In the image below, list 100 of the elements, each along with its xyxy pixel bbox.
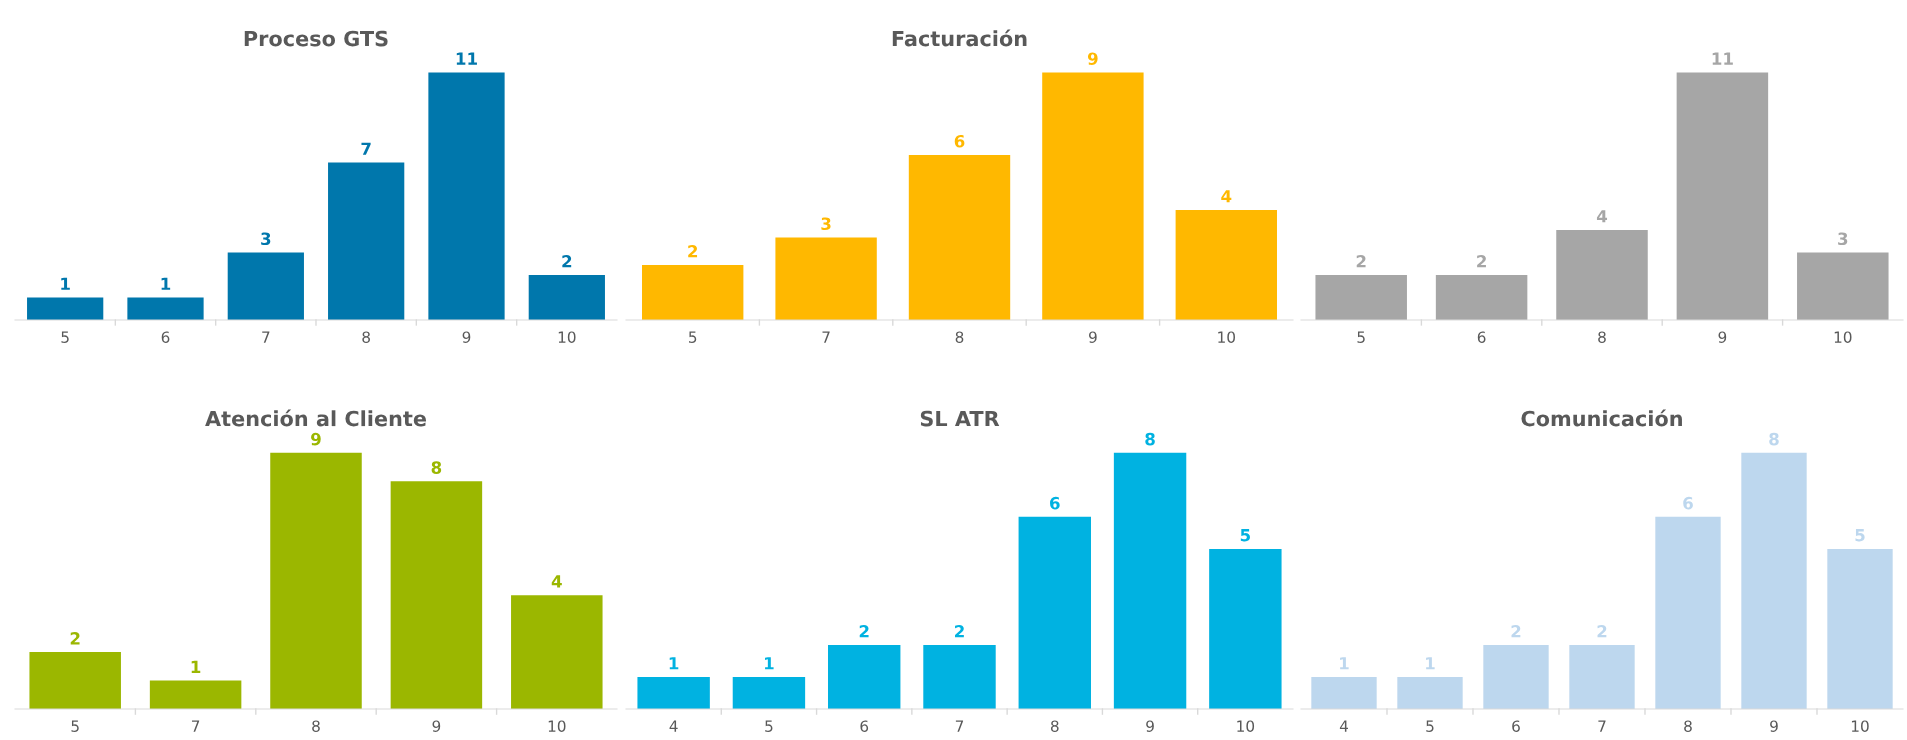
chart-title: SL ATR xyxy=(920,410,1000,427)
bar xyxy=(1797,252,1889,320)
bar xyxy=(1018,516,1091,709)
x-tick-label: 9 xyxy=(1146,720,1154,732)
bar xyxy=(1569,644,1635,709)
data-label: 4 xyxy=(1221,190,1232,203)
x-tick-label: 8 xyxy=(955,331,964,343)
data-label: 6 xyxy=(1683,496,1693,510)
bar xyxy=(1397,676,1463,709)
data-label: 2 xyxy=(688,244,698,258)
chart-title: Proceso GTS xyxy=(244,30,388,47)
data-label: 2 xyxy=(562,254,572,268)
x-tick-label: 5 xyxy=(1426,720,1434,732)
bar xyxy=(390,481,483,709)
x-tick-label: 10 xyxy=(558,331,576,343)
bar xyxy=(127,297,204,320)
data-label: 11 xyxy=(1712,52,1733,65)
data-label: 9 xyxy=(1087,52,1098,65)
bar xyxy=(1175,209,1277,320)
data-label: 1 xyxy=(191,660,201,673)
data-label: 3 xyxy=(821,217,831,231)
x-tick-label: 7 xyxy=(822,331,830,343)
x-tick-label: 7 xyxy=(262,331,270,343)
bar xyxy=(642,264,744,320)
bar xyxy=(1676,72,1769,320)
x-tick-label: 8 xyxy=(312,720,320,732)
bar xyxy=(511,595,603,709)
data-label: 2 xyxy=(1477,254,1486,268)
x-tick-label: 8 xyxy=(1050,720,1059,732)
bar xyxy=(1315,274,1407,320)
x-tick-label: 6 xyxy=(1512,720,1520,732)
x-tick-label: 6 xyxy=(161,331,170,343)
bar xyxy=(1113,452,1187,709)
chart-title: Atención al Cliente xyxy=(205,409,426,427)
bar xyxy=(1556,229,1648,320)
data-label: 6 xyxy=(954,134,965,148)
data-label: 1 xyxy=(669,657,679,670)
x-tick-label: 7 xyxy=(1598,720,1606,732)
data-label: 1 xyxy=(61,277,70,290)
data-label: 8 xyxy=(431,461,442,474)
bar xyxy=(270,452,362,709)
x-tick-label: 10 xyxy=(1218,331,1236,343)
data-label: 2 xyxy=(955,624,964,638)
x-tick-label: 9 xyxy=(1770,720,1778,732)
chart-title: Comunicación xyxy=(1521,409,1682,427)
data-label: 8 xyxy=(1145,432,1155,446)
x-tick-label: 10 xyxy=(1237,720,1255,732)
bar xyxy=(1042,72,1144,320)
x-tick-label: 6 xyxy=(860,720,869,732)
data-label: 2 xyxy=(70,632,80,645)
data-label: 9 xyxy=(311,432,321,446)
x-tick-label: 10 xyxy=(548,720,566,732)
data-label: 2 xyxy=(1511,624,1521,638)
x-tick-label: 5 xyxy=(71,720,79,732)
bar xyxy=(1435,274,1528,320)
bar xyxy=(1655,516,1721,709)
x-tick-label: 8 xyxy=(1598,331,1606,343)
bar xyxy=(27,297,104,320)
x-tick-label: 5 xyxy=(689,331,697,343)
data-label: 1 xyxy=(161,277,171,290)
data-label: 8 xyxy=(1769,432,1779,446)
data-label: 3 xyxy=(1838,232,1848,246)
data-label: 2 xyxy=(1597,624,1607,638)
x-tick-label: 7 xyxy=(191,720,200,732)
x-tick-label: 5 xyxy=(1357,331,1365,343)
data-label: 7 xyxy=(361,142,371,155)
bar xyxy=(1209,548,1282,709)
x-tick-label: 6 xyxy=(1477,331,1486,343)
x-tick-label: 10 xyxy=(1834,331,1852,343)
x-tick-label: 4 xyxy=(669,720,678,732)
data-label: 5 xyxy=(1240,529,1250,542)
bar xyxy=(1741,452,1807,709)
bar xyxy=(428,72,505,320)
x-tick-label: 9 xyxy=(1718,331,1727,343)
data-label: 1 xyxy=(1340,657,1349,670)
bar xyxy=(328,162,405,320)
bar xyxy=(828,644,901,709)
data-label: 4 xyxy=(1596,210,1608,223)
x-tick-label: 9 xyxy=(432,720,441,732)
data-label: 2 xyxy=(1356,254,1366,268)
x-tick-label: 10 xyxy=(1851,720,1869,732)
bar xyxy=(1827,548,1893,709)
data-label: 2 xyxy=(859,624,869,638)
data-label: 3 xyxy=(261,232,271,246)
bar xyxy=(732,676,806,709)
bar xyxy=(1483,644,1549,709)
bar xyxy=(637,676,710,709)
bar xyxy=(1311,676,1377,709)
data-label: 6 xyxy=(1050,496,1060,510)
chart-title: Facturación xyxy=(892,29,1027,47)
data-label: 4 xyxy=(551,575,562,588)
bar xyxy=(149,680,242,709)
x-tick-label: 8 xyxy=(362,331,370,343)
x-tick-label: 5 xyxy=(61,331,69,343)
x-tick-label: 4 xyxy=(1339,720,1348,732)
bar xyxy=(528,274,605,320)
bar xyxy=(29,652,121,709)
bar xyxy=(908,154,1011,320)
bar xyxy=(923,644,996,709)
x-tick-label: 9 xyxy=(1089,331,1097,343)
